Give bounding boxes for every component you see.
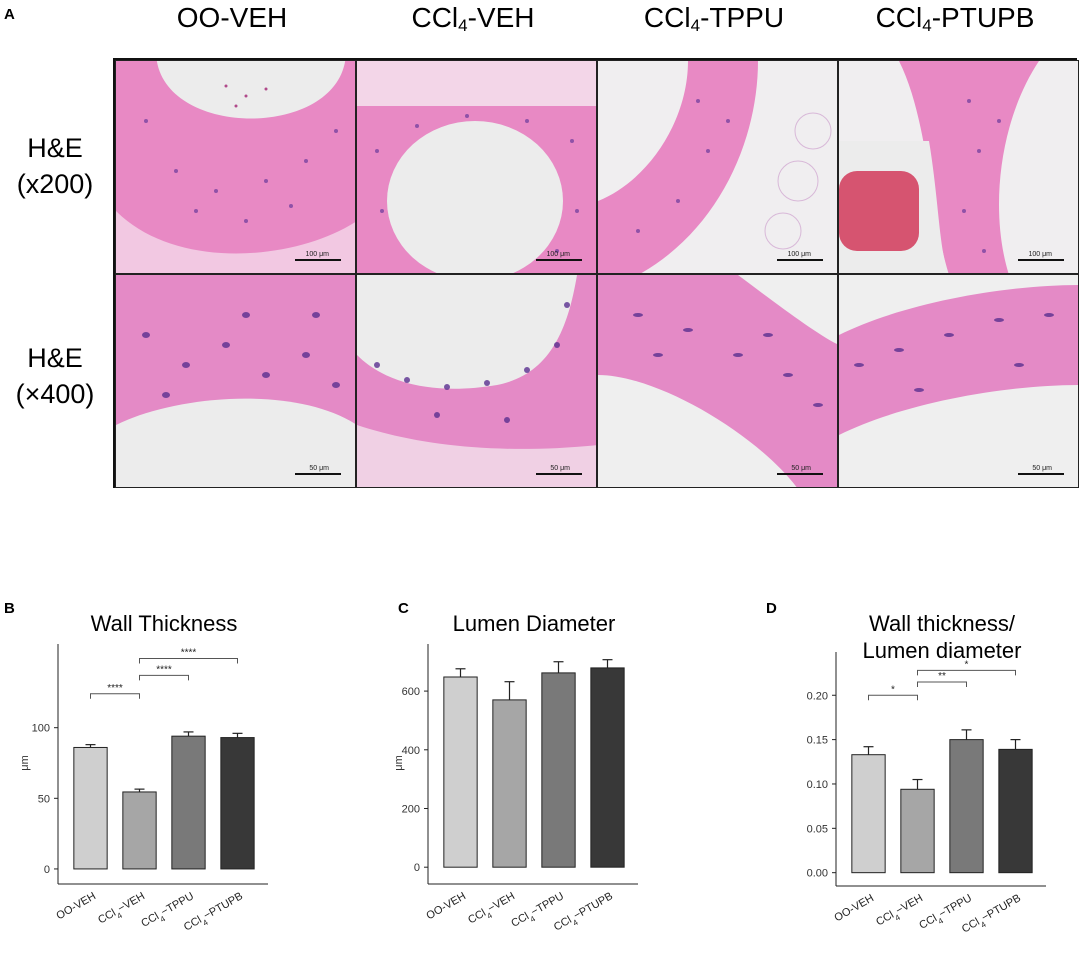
micrograph-ccl4-veh-x200: 100 μm	[356, 60, 597, 274]
scale-bar	[536, 259, 582, 261]
y-axis-label: μm	[19, 755, 31, 771]
bar	[171, 735, 206, 870]
row-header-stain: H&E	[27, 133, 83, 163]
micrograph-ccl4-tppu-x400: 50 μm	[597, 274, 838, 488]
tissue-image	[598, 275, 837, 487]
bar	[851, 754, 886, 874]
y-tick-label: 0.10	[807, 779, 828, 791]
row-header-magnification: (×400)	[15, 379, 95, 409]
significance-label: *	[891, 684, 895, 695]
y-tick-label: 0	[414, 862, 420, 874]
panel-b-letter: B	[4, 600, 15, 617]
bar	[590, 667, 625, 868]
significance-label: ****	[156, 664, 172, 675]
scale-bar	[536, 473, 582, 475]
scale-bar	[295, 473, 341, 475]
panel-a-letter: A	[4, 6, 15, 23]
bar	[73, 746, 108, 870]
micrograph-oo-veh-x200: 100 μm	[115, 60, 356, 274]
scale-bar-label: 100 μm	[787, 251, 812, 258]
significance-label: *	[965, 659, 969, 670]
chart-wall-lumen-ratio: Wall thickness/Lumen diameter 0.00 0.05 0.1…	[807, 611, 1046, 939]
panel-c-letter: C	[398, 600, 409, 617]
y-tick-label: 0.20	[807, 690, 828, 702]
bar	[220, 737, 255, 870]
bar	[900, 788, 935, 874]
bar	[541, 672, 576, 868]
scale-bar-label: 50 μm	[550, 465, 570, 472]
scale-bar	[777, 259, 823, 261]
row-header-x200: H&E (x200)	[0, 130, 110, 202]
x-tick-label: OO-VEH	[424, 890, 468, 922]
y-tick-label: 0.15	[807, 735, 828, 747]
tissue-image	[357, 275, 596, 487]
significance-bracket	[90, 693, 140, 699]
row-header-x400: H&E (×400)	[0, 340, 110, 412]
scale-bar-label: 50 μm	[791, 465, 811, 472]
y-tick-label: 0.00	[807, 868, 828, 880]
scale-bar-label: 50 μm	[309, 465, 329, 472]
significance-bracket	[868, 694, 918, 701]
significance-label: **	[938, 671, 946, 682]
scale-bar	[777, 473, 823, 475]
significance-bracket	[917, 669, 1016, 676]
micrograph-ccl4-ptupb-x400: 50 μm	[838, 274, 1079, 488]
bar	[998, 748, 1033, 874]
column-header-ccl4-veh: CCl4-VEH	[411, 2, 535, 35]
tissue-image	[598, 61, 837, 273]
scale-bar-label: 100 μm	[1028, 251, 1053, 258]
chart-title: Wall thickness/	[869, 611, 1016, 636]
y-tick-label: 400	[402, 745, 420, 757]
bar	[492, 699, 527, 868]
significance-bracket	[139, 657, 238, 664]
bar	[443, 676, 478, 868]
chart-wall-thickness: Wall Thickness050100μmOO-VEHCCl4−VEHCCl4…	[19, 611, 268, 937]
y-tick-label: 600	[402, 686, 420, 698]
panel-d-letter: D	[766, 600, 777, 617]
y-tick-label: 0	[44, 864, 50, 876]
micrograph-ccl4-veh-x400: 50 μm	[356, 274, 597, 488]
row-header-magnification: (x200)	[16, 169, 94, 199]
y-tick-label: 0.05	[807, 823, 828, 835]
bar	[122, 791, 157, 870]
significance-bracket	[917, 681, 967, 687]
significance-label: ****	[181, 647, 197, 658]
bar	[949, 739, 984, 874]
y-tick-label: 50	[38, 793, 50, 805]
tissue-image	[116, 61, 355, 273]
scale-bar-label: 50 μm	[1032, 465, 1052, 472]
histology-image-grid: 100 μm 100 μm 100 μ	[113, 58, 1079, 488]
chart-lumen-diameter: Lumen Diameter0200400600μmOO-VEHCCl4−VEH…	[393, 611, 638, 937]
y-tick-label: 200	[402, 803, 420, 815]
chart-title: Wall Thickness	[91, 611, 238, 636]
scale-bar-label: 100 μm	[305, 251, 330, 258]
column-header-ccl4-tppu: CCl4-TPPU	[643, 2, 785, 35]
y-axis-label: μm	[393, 755, 405, 771]
chart-title-line2: Lumen diameter	[863, 638, 1022, 663]
scale-bar	[1018, 473, 1064, 475]
tissue-image	[116, 275, 355, 487]
column-header-oo-veh: OO-VEH	[176, 2, 288, 33]
y-tick-label: 100	[32, 723, 50, 735]
x-tick-label: OO-VEH	[54, 890, 98, 922]
x-tick-label: OO-VEH	[832, 892, 876, 924]
micrograph-ccl4-tppu-x200: 100 μm	[597, 60, 838, 274]
micrograph-oo-veh-x400: 50 μm	[115, 274, 356, 488]
chart-title: Lumen Diameter	[453, 611, 616, 636]
significance-bracket	[139, 674, 189, 681]
tissue-image	[839, 61, 1078, 273]
row-header-stain: H&E	[27, 343, 83, 373]
scale-bar	[295, 259, 341, 261]
scale-bar	[1018, 259, 1064, 261]
tissue-image	[357, 61, 596, 273]
scale-bar-label: 100 μm	[546, 251, 571, 258]
tissue-image	[839, 275, 1078, 487]
significance-label: ****	[107, 683, 123, 694]
micrograph-ccl4-ptupb-x200: 100 μm	[838, 60, 1079, 274]
column-header-ccl4-ptupb: CCl4-PTUPB	[875, 2, 1035, 35]
